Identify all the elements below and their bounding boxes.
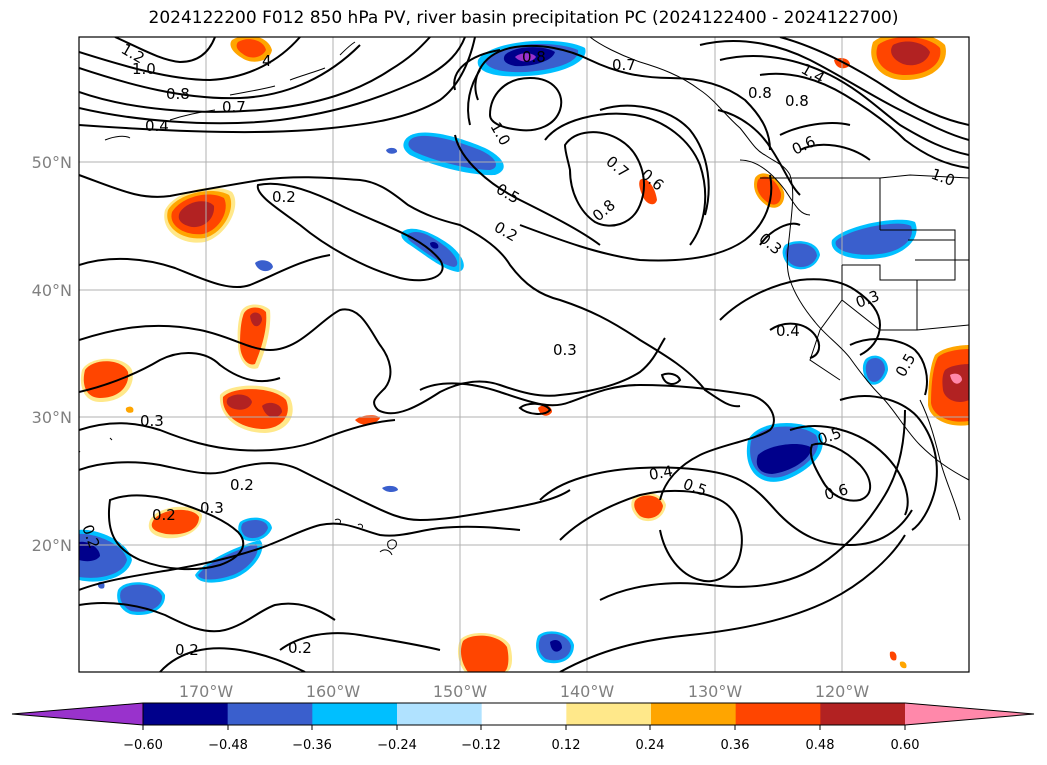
lat-tick-label: 30°N	[32, 408, 72, 427]
lon-ticks: 170°W 160°W 150°W 140°W 130°W 120°W	[179, 682, 870, 701]
neg-blob	[430, 241, 439, 249]
pos-blob	[262, 402, 282, 418]
neg-blob	[241, 520, 268, 539]
pos-blob	[889, 651, 897, 661]
contour-label: 0.2	[152, 506, 176, 524]
pos-blob	[236, 39, 266, 58]
pos-blob	[151, 509, 199, 535]
neg-blob	[382, 485, 398, 493]
colorbar-tick-label: 0.24	[636, 738, 665, 753]
colorbar-tick-label: −0.24	[377, 738, 417, 753]
contour-label: 0.6	[822, 480, 850, 504]
pos-blob	[250, 312, 262, 327]
pos-blob	[226, 394, 252, 410]
colorbar-segment	[735, 703, 821, 725]
pos-blob	[757, 176, 782, 205]
contour-label: 0.4	[776, 322, 800, 340]
contour-label: 4	[262, 52, 272, 70]
colorbar-extend-left	[12, 703, 143, 725]
colorbar-segment	[312, 703, 398, 725]
colorbar-ticks	[142, 725, 906, 730]
contour-label: 0.2	[272, 188, 296, 206]
pos-blob	[891, 41, 930, 66]
contour-label: 0.3	[200, 499, 224, 517]
neg-blob	[407, 231, 458, 267]
colorbar: −0.60 −0.48 −0.36 −0.24 −0.12 0.12 0.24 …	[11, 702, 1035, 753]
neg-blob	[515, 53, 536, 62]
colorbar-segment	[397, 703, 483, 725]
map-frame	[78, 36, 970, 673]
graticule	[79, 37, 969, 672]
neg-blob	[386, 147, 398, 154]
contour-label: 0.8	[166, 85, 190, 103]
chart-title: 2024122200 F012 850 hPa PV, river basin …	[148, 8, 899, 28]
colorbar-tick-label: −0.36	[292, 738, 332, 753]
contour-label: 0.4	[145, 117, 169, 135]
neg-blob	[408, 135, 496, 170]
lon-tick-label: 140°W	[560, 682, 615, 701]
contour-label: 0.4	[648, 462, 675, 484]
contour-label: 0.8	[748, 84, 772, 102]
contour-label: 0.7	[612, 56, 636, 74]
neg-blob	[550, 640, 562, 652]
lat-ticks: 50°N 40°N 30°N 20°N	[32, 153, 72, 555]
neg-blob	[835, 223, 912, 255]
lon-tick-label: 120°W	[815, 682, 870, 701]
colorbar-segment	[481, 703, 567, 725]
colorbar-tick-label: 0.60	[891, 738, 920, 753]
contour-label: 0.3	[553, 341, 577, 359]
colorbar-segment	[651, 703, 737, 725]
pos-blob	[460, 635, 509, 672]
neg-blob	[865, 358, 885, 382]
contour-label: 0.7	[222, 98, 246, 116]
contour-label: 0.2	[175, 641, 199, 659]
pos-blob	[950, 373, 962, 384]
pv-contours	[79, 37, 969, 672]
contour-label: 0.8	[522, 48, 546, 66]
pos-blob	[125, 406, 134, 413]
colorbar-tick-label: −0.48	[208, 738, 248, 753]
contour-label: 1.0	[132, 60, 156, 78]
neg-blob	[756, 444, 812, 474]
colorbar-segment	[227, 703, 313, 725]
lon-tick-label: 150°W	[433, 682, 488, 701]
colorbar-tick-label: −0.12	[461, 738, 501, 753]
colorbar-segment	[143, 703, 229, 725]
contour-label: 0.3	[140, 412, 164, 430]
contour-label: 0.2	[230, 476, 254, 494]
lat-tick-label: 50°N	[32, 153, 72, 172]
colorbar-tick-label: 0.48	[806, 738, 835, 753]
coastline	[79, 37, 969, 556]
pos-blob	[634, 495, 663, 519]
colorbar-labels: −0.60 −0.48 −0.36 −0.24 −0.12 0.12 0.24 …	[123, 738, 919, 753]
colorbar-extend-right	[905, 703, 1034, 725]
lon-tick-label: 130°W	[688, 682, 743, 701]
colorbar-tick-label: 0.36	[721, 738, 750, 753]
colorbar-segment	[566, 703, 652, 725]
contour-label: 0.2	[288, 639, 312, 657]
lon-tick-label: 170°W	[179, 682, 234, 701]
colorbar-tick-label: −0.60	[123, 738, 163, 753]
lat-tick-label: 20°N	[32, 536, 72, 555]
pos-blob	[899, 661, 907, 669]
contour-label: 0.8	[785, 92, 809, 110]
lon-tick-label: 160°W	[306, 682, 361, 701]
neg-blob	[785, 243, 817, 268]
pos-blob	[178, 201, 215, 228]
colorbar-tick-label: 0.12	[552, 738, 581, 753]
colorbar-segments	[12, 703, 1034, 725]
neg-blob	[255, 260, 273, 272]
neg-blob	[79, 541, 100, 562]
colorbar-segment	[820, 703, 906, 725]
lat-tick-label: 40°N	[32, 281, 72, 300]
